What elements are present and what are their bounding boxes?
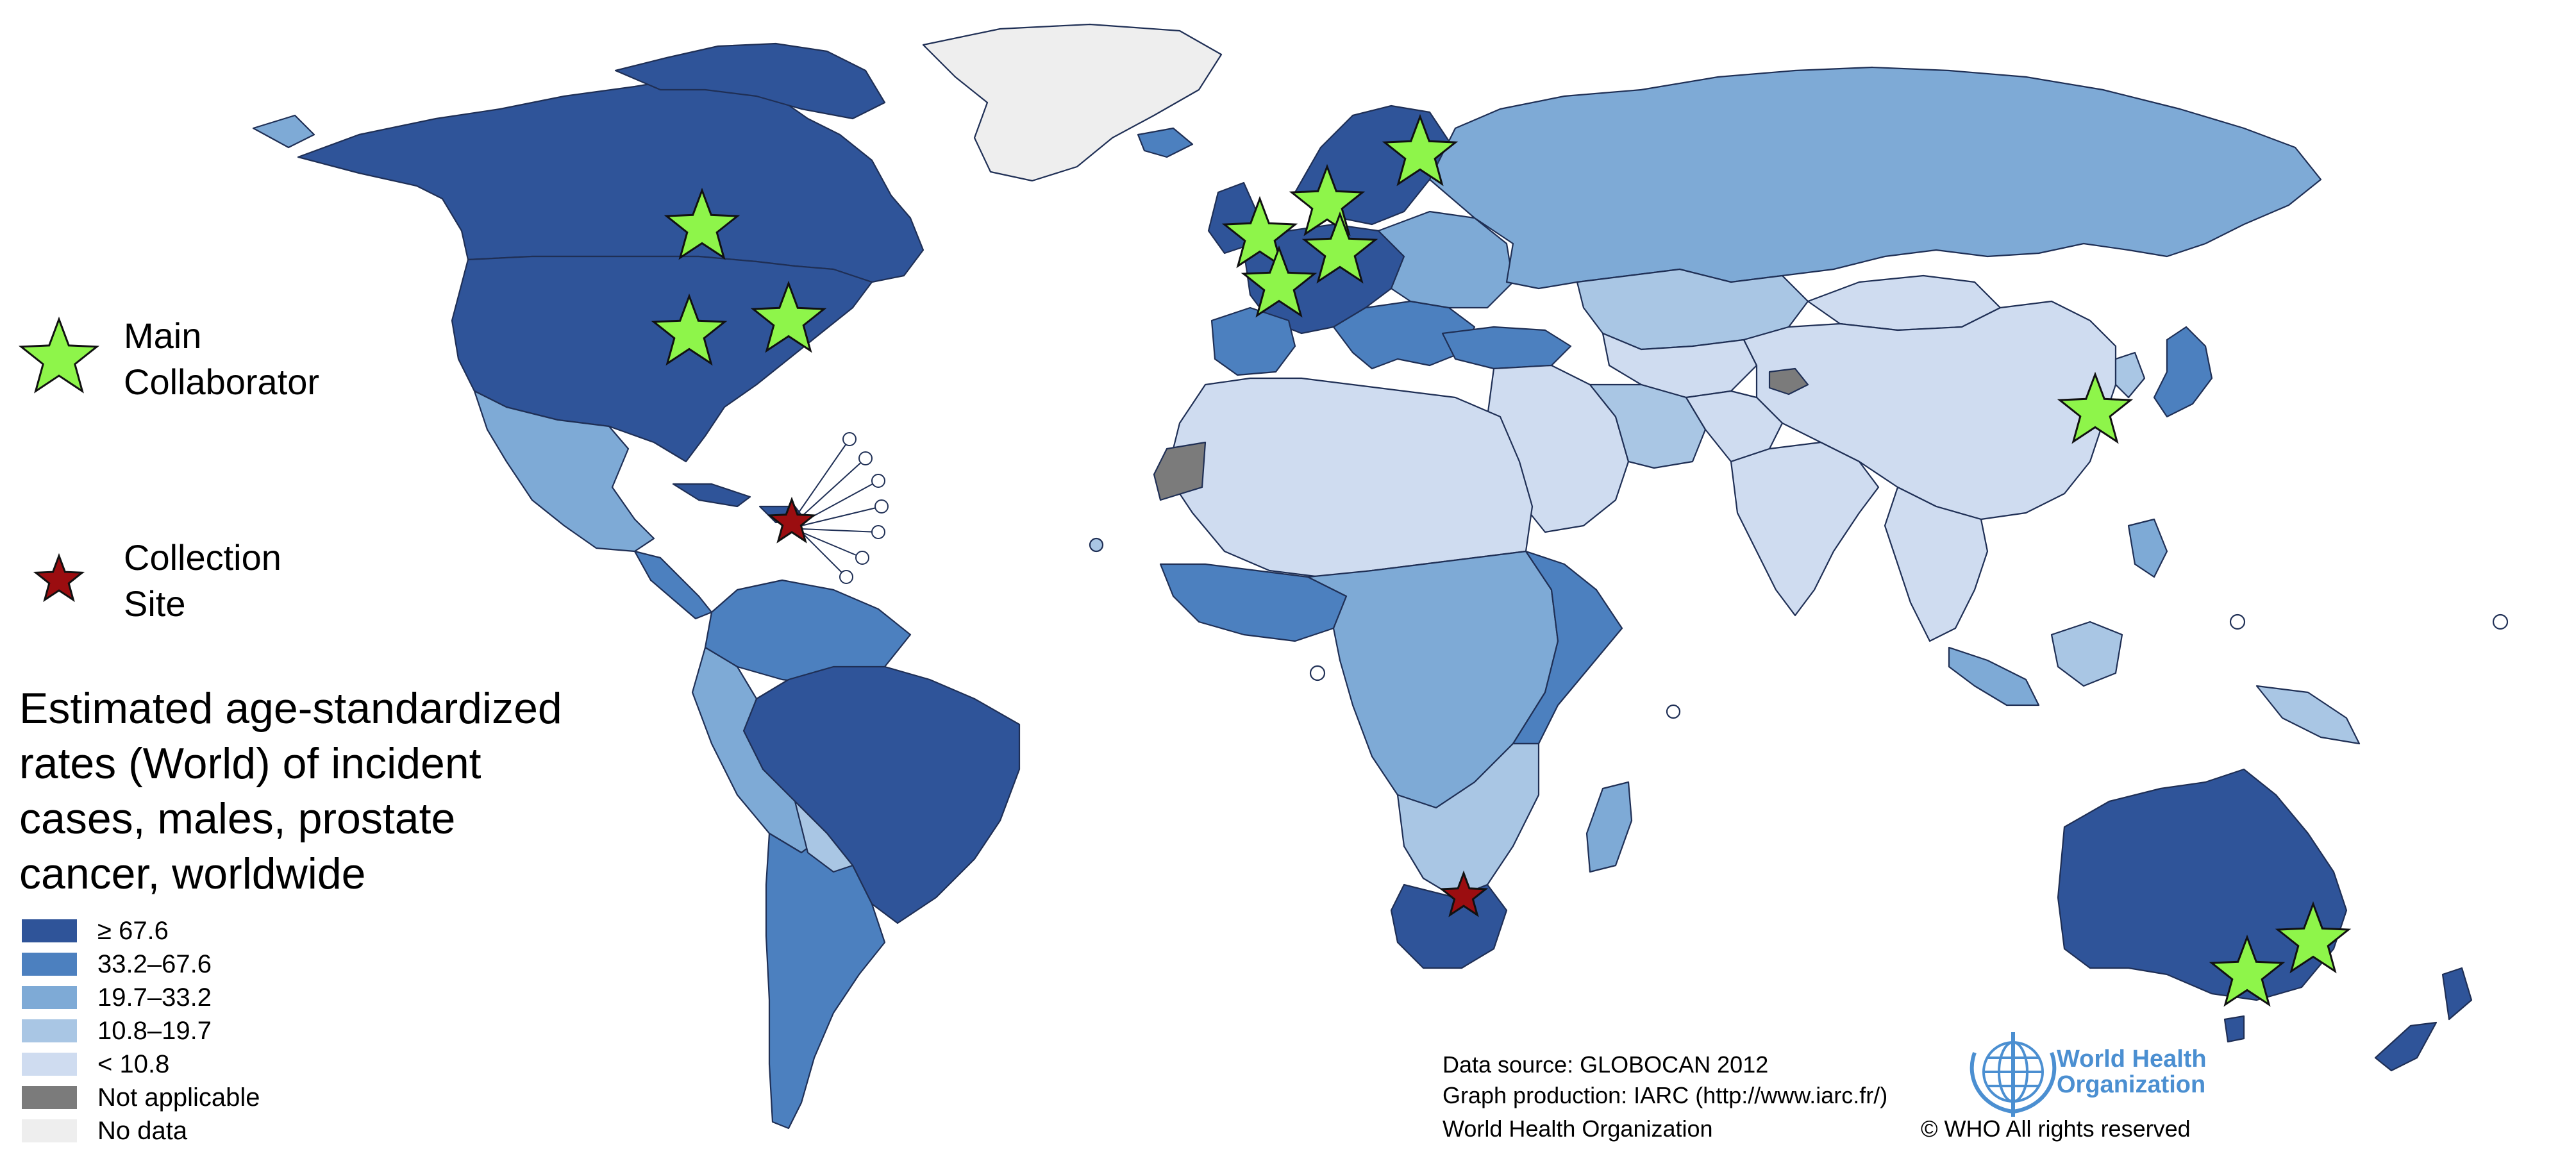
- legend-label: No data: [97, 1116, 188, 1145]
- canada: [297, 76, 924, 283]
- east-africa: [1512, 550, 1623, 745]
- korea: [2114, 351, 2146, 399]
- red-star-icon: [767, 496, 817, 544]
- australia: [2057, 768, 2348, 1001]
- green-star-icon: [1301, 211, 1378, 284]
- legend-item-bin-2: 33.2–67.6: [22, 950, 212, 978]
- southern-africa: [1396, 742, 1540, 899]
- green-star-icon: [1221, 196, 1298, 269]
- pakistan-afghanistan: [1685, 390, 1784, 463]
- arctic-islands: [614, 42, 886, 120]
- greenland: [922, 23, 1223, 182]
- indonesia-west: [1948, 646, 2040, 706]
- rights-credit: © WHO All rights reserved: [1921, 1115, 2191, 1142]
- legend-item-bin-1: ≥ 67.6: [22, 917, 169, 945]
- collection-site-label: Collection Site: [124, 537, 281, 624]
- legend-swatch: [22, 1053, 77, 1076]
- green-star-icon: [1241, 245, 1317, 318]
- philippines: [2127, 518, 2168, 578]
- legend-label: ≥ 67.6: [97, 916, 169, 945]
- alaska-tip: [252, 114, 315, 149]
- legend-swatch: [22, 986, 77, 1009]
- legend-label: 10.8–19.7: [97, 1016, 212, 1045]
- green-star-icon: [2057, 371, 2134, 444]
- central-america: [633, 550, 713, 620]
- legend-item-bin-5: < 10.8: [22, 1050, 169, 1078]
- legend-swatch: [22, 919, 77, 942]
- madagascar: [1585, 781, 1633, 873]
- legend-item-bin-4: 10.8–19.7: [22, 1017, 212, 1045]
- legend-item-bin-3: 19.7–33.2: [22, 983, 212, 1012]
- nepal: [1768, 367, 1809, 396]
- southeast-asia: [1884, 486, 1989, 642]
- main-collaborator-stars: [651, 113, 2352, 1007]
- green-star-icon: [750, 280, 827, 353]
- green-star-icon: [651, 293, 728, 366]
- red-star-icon: [1439, 870, 1489, 917]
- green-star-icon: [664, 187, 740, 260]
- legend-label: < 10.8: [97, 1049, 170, 1078]
- cape-verde: [1089, 537, 1104, 553]
- organization-credit: World Health Organization: [1443, 1115, 1713, 1142]
- pacific-island: [1309, 665, 1326, 681]
- china: [1743, 300, 2117, 521]
- caribbean-callouts: [791, 432, 889, 584]
- green-star-icon: [2275, 901, 2352, 974]
- collection-site-stars: [767, 496, 1489, 917]
- atlantic-island: [1666, 704, 1681, 719]
- cuba: [672, 483, 751, 508]
- legend-label: 33.2–67.6: [97, 949, 212, 978]
- western-sahara: [1153, 441, 1207, 501]
- new-zealand: [2374, 967, 2473, 1072]
- pacific-island: [2492, 614, 2509, 630]
- legend-title: Estimated age-standardized rates (World)…: [19, 684, 562, 898]
- iceland: [1137, 127, 1194, 158]
- eastern-europe: [1377, 210, 1514, 309]
- pacific-island: [2229, 614, 2246, 630]
- graph-production-credit: Graph production: IARC (http://www.iarc.…: [1443, 1082, 1888, 1108]
- legend-swatch: [22, 1019, 77, 1042]
- green-star-icon: [1382, 113, 1459, 187]
- russia: [1428, 66, 2322, 290]
- mexico: [473, 390, 655, 553]
- new-guinea: [2255, 685, 2361, 745]
- japan: [2153, 326, 2213, 418]
- iran: [1589, 383, 1707, 469]
- data-source-credit: Data source: GLOBOCAN 2012: [1443, 1051, 1769, 1078]
- borneo: [2050, 621, 2123, 687]
- red-star-icon: [33, 553, 85, 603]
- north-africa: [1166, 377, 1534, 578]
- who-logo-name: World Health Organization: [2057, 1046, 2207, 1098]
- south-africa: [1390, 883, 1508, 969]
- iberia: [1210, 306, 1296, 376]
- legend-swatch: [22, 953, 77, 976]
- green-star-icon: [1289, 163, 1366, 237]
- turkey: [1441, 326, 1572, 370]
- paraguay-uruguay: [794, 800, 854, 873]
- tasmania: [2223, 1015, 2245, 1043]
- legend-swatch: [22, 1086, 77, 1109]
- india: [1730, 441, 1880, 617]
- central-asia-south: [1602, 332, 1758, 399]
- green-star-icon: [2209, 934, 2286, 1007]
- main-collaborator-label: Main Collaborator: [124, 315, 320, 402]
- who-emblem-icon: [1970, 1032, 2057, 1117]
- legend-swatch: [22, 1119, 77, 1142]
- legend-item-not-applicable: Not applicable: [22, 1083, 260, 1112]
- legend-item-no-data: No data: [22, 1117, 187, 1145]
- green-star-icon: [18, 316, 100, 394]
- legend-label: 19.7–33.2: [97, 983, 212, 1012]
- legend-label: Not applicable: [97, 1083, 260, 1112]
